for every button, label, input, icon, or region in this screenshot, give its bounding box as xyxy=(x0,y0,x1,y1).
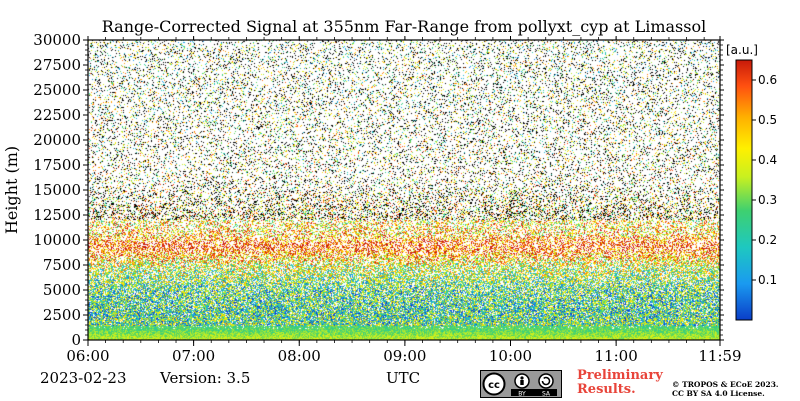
y-tick-label: 2500 xyxy=(43,306,81,324)
x-tick-label: 10:00 xyxy=(489,347,532,365)
x-axis-label: UTC xyxy=(386,369,421,387)
colorbar-tick-label: 0.5 xyxy=(758,113,777,127)
plot-area xyxy=(88,40,720,340)
y-tick-label: 22500 xyxy=(33,106,81,124)
y-tick-label: 15000 xyxy=(33,181,81,199)
colorbar-tick-label: 0.6 xyxy=(758,73,777,87)
colorbar-tick-label: 0.1 xyxy=(758,273,777,287)
sa-icon xyxy=(538,373,554,389)
signal-heatmap xyxy=(88,40,720,340)
colorbar-tick-label: 0.4 xyxy=(758,153,777,167)
colorbar-tick-label: 0.2 xyxy=(758,233,777,247)
y-tick-label: 12500 xyxy=(33,206,81,224)
copyright-line-1: © TROPOS & ECoE 2023. xyxy=(672,380,779,389)
y-tick-label: 17500 xyxy=(33,156,81,174)
copyright-line-2: CC BY SA 4.0 License. xyxy=(672,389,765,398)
y-tick-label: 25000 xyxy=(33,81,81,99)
colorbar-ticks: 0.1 0.2 0.3 0.4 0.5 0.6 xyxy=(752,73,777,287)
date-label: 2023-02-23 xyxy=(40,369,127,387)
y-tick-label: 7500 xyxy=(43,256,81,274)
cc-license-badge: cc BY SA xyxy=(480,370,562,398)
colorbar-tick-label: 0.3 xyxy=(758,193,777,207)
y-tick-label: 20000 xyxy=(33,131,81,149)
cc-by-text: BY xyxy=(518,390,526,397)
x-tick-label: 11:59 xyxy=(698,347,741,365)
y-axis-label: Height (m) xyxy=(2,146,21,234)
x-tick-label: 06:00 xyxy=(66,347,109,365)
x-tick-label: 09:00 xyxy=(383,347,426,365)
svg-text:cc: cc xyxy=(488,380,500,391)
y-tick-label: 10000 xyxy=(33,231,81,249)
cc-icon xyxy=(482,372,506,396)
preliminary-results-note: Preliminary Results. xyxy=(577,369,663,397)
cc-sa-text: SA xyxy=(542,390,551,397)
colorbar-unit: [a.u.] xyxy=(726,43,758,57)
y-axis: 0 2500 5000 7500 10000 12500 15000 17500 20000 22… xyxy=(33,31,724,349)
y-tick-label: 27500 xyxy=(33,56,81,74)
copyright-notice: © TROPOS & ECoE 2023. CC BY SA 4.0 Licen… xyxy=(672,380,779,398)
preliminary-line-2: Results. xyxy=(577,382,636,397)
colorbar xyxy=(735,59,753,321)
y-tick-label: 5000 xyxy=(43,281,81,299)
y-tick-label: 0 xyxy=(71,331,81,349)
x-tick-label: 11:00 xyxy=(595,347,638,365)
chart-title: Range-Corrected Signal at 355nm Far-Rang… xyxy=(102,17,706,36)
x-tick-label: 07:00 xyxy=(172,347,215,365)
y-tick-label: 30000 xyxy=(33,31,81,49)
preliminary-line-1: Preliminary xyxy=(577,368,663,383)
x-tick-label: 08:00 xyxy=(278,347,321,365)
x-axis: 06:00 07:00 08:00 09:00 10:00 11:00 11:59 xyxy=(66,36,742,365)
version-label: Version: 3.5 xyxy=(160,369,251,387)
